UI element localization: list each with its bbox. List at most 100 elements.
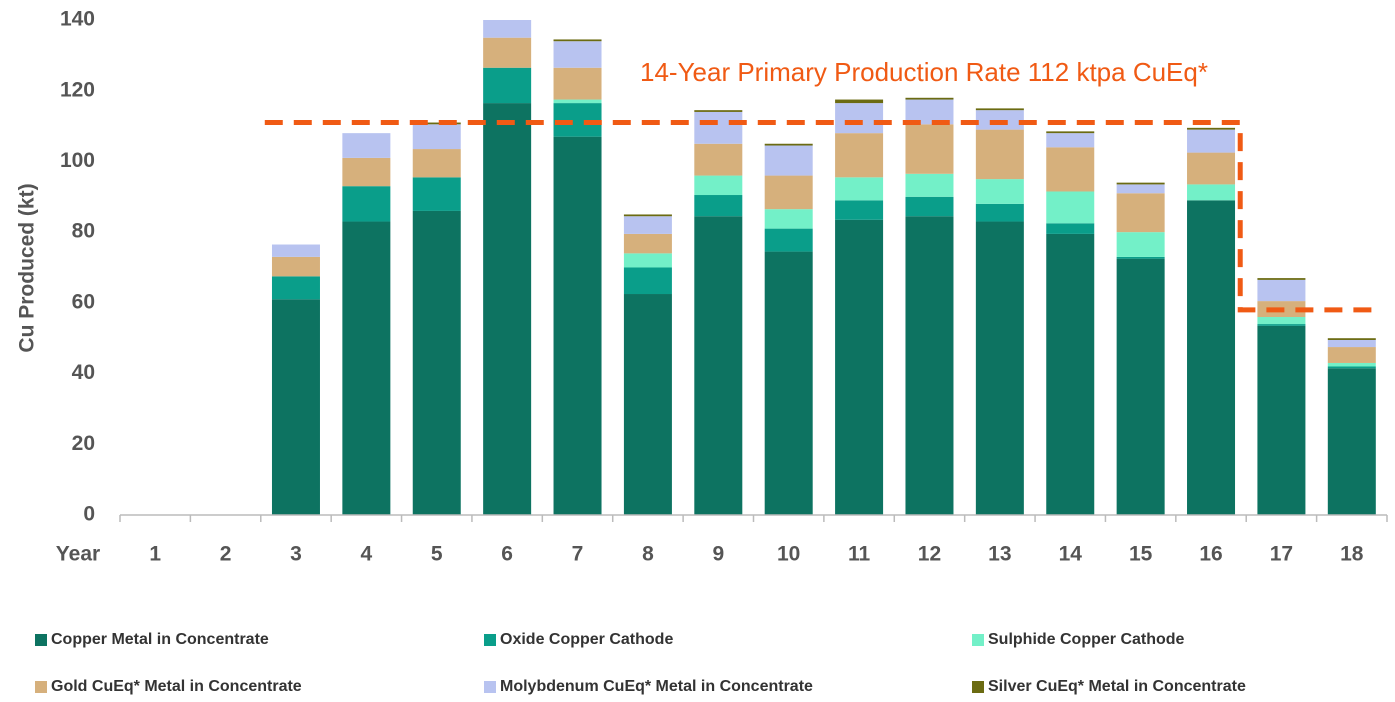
y-tick-label: 140	[60, 8, 95, 31]
bar-segment	[342, 186, 391, 222]
bar-segment	[975, 203, 1024, 222]
bar-segment	[905, 173, 954, 197]
bar-segment	[1327, 339, 1376, 348]
x-tick-label: 8	[642, 543, 654, 566]
x-tick-label: 9	[712, 543, 724, 566]
bar-segment	[623, 214, 672, 217]
bar-segment	[1116, 232, 1165, 257]
bar-segment	[623, 294, 672, 515]
bar-segment	[412, 149, 461, 178]
bar-segment	[835, 99, 884, 104]
legend-swatch	[972, 681, 984, 693]
bar-segment	[835, 103, 884, 134]
y-tick-label: 60	[72, 290, 95, 313]
bar-segment	[271, 299, 320, 515]
bar-segment	[1116, 184, 1165, 194]
bar-segment	[905, 216, 954, 515]
bar-segment	[1116, 182, 1165, 185]
y-tick-label: 20	[72, 432, 95, 455]
bar-segment	[623, 216, 672, 234]
bar-segment	[483, 20, 532, 38]
bar-segment	[553, 103, 602, 137]
x-tick-label: 2	[220, 543, 232, 566]
x-tick-label: 13	[988, 543, 1011, 566]
bar-segment	[1327, 347, 1376, 363]
bar-segment	[1257, 278, 1306, 280]
bar-segment	[553, 39, 602, 42]
bar-segment	[1257, 317, 1306, 325]
y-tick-label: 80	[72, 220, 95, 243]
bar-segment	[1327, 368, 1376, 515]
bar-segment	[1046, 133, 1095, 148]
bar-segment	[553, 99, 602, 104]
bar-segment	[483, 11, 531, 13]
x-tick-label: 16	[1199, 543, 1222, 566]
bar-segment	[483, 37, 532, 68]
bar-segment	[483, 67, 532, 104]
bar-segment	[1046, 147, 1095, 192]
bar-segment	[1046, 223, 1095, 234]
bar-segment	[694, 110, 743, 112]
bar-segment	[483, 103, 532, 515]
bar-segment	[905, 97, 954, 100]
bar-segment	[905, 124, 954, 174]
bar-segment	[412, 210, 461, 515]
x-tick-label: 5	[431, 543, 443, 566]
legend-swatch	[35, 681, 47, 693]
bar-segment	[1187, 152, 1236, 185]
bar-segment	[1327, 362, 1376, 367]
bar-segment	[271, 256, 320, 277]
bar-segment	[764, 175, 813, 210]
bar-segment	[835, 133, 884, 178]
bar-segment	[694, 195, 743, 217]
x-tick-label: 7	[572, 543, 584, 566]
bar-segment	[764, 145, 813, 176]
bar-segment	[1187, 200, 1236, 516]
bar-segment	[764, 228, 813, 252]
bar-segment	[1257, 279, 1306, 302]
bar-segment	[835, 200, 884, 220]
x-tick-label: 17	[1270, 543, 1293, 566]
bar-segment	[1116, 258, 1165, 515]
y-tick-label: 0	[83, 503, 95, 526]
rate-line	[264, 120, 1379, 313]
bar-segment	[1116, 256, 1165, 259]
bar-segment	[342, 133, 391, 158]
bar-segment	[975, 221, 1024, 516]
bar-segment	[412, 177, 461, 211]
bar-segment	[694, 111, 743, 144]
bar-segment	[835, 219, 884, 515]
legend-swatch	[484, 681, 496, 693]
x-tick-label: 1	[149, 543, 161, 566]
x-axis-label: Year	[56, 543, 100, 566]
legend-swatch	[484, 634, 496, 646]
bar-segment	[1187, 184, 1236, 201]
bar-segment	[1046, 131, 1095, 134]
bar-segment	[835, 177, 884, 201]
y-axis-label: Cu Produced (kt)	[16, 183, 39, 352]
legend-label: Oxide Copper Cathode	[500, 631, 673, 648]
bar-segment	[271, 276, 320, 300]
bar-segment	[975, 108, 1024, 111]
bar-segment	[623, 233, 672, 254]
bar-segment	[975, 110, 1024, 130]
bar-segment	[1187, 127, 1236, 130]
bar-segment	[342, 157, 391, 187]
bar-segment	[1116, 193, 1165, 233]
bar-segment	[1327, 338, 1376, 340]
bar-segment	[271, 244, 320, 257]
bar-segment	[764, 143, 813, 146]
bar-segment	[342, 221, 391, 516]
x-tick-label: 3	[290, 543, 302, 566]
x-tick-label: 10	[777, 543, 800, 566]
bar-segment	[412, 122, 461, 125]
x-tick-label: 12	[918, 543, 941, 566]
bar-segment	[1257, 324, 1306, 326]
x-tick-label: 14	[1059, 543, 1083, 566]
legend-label: Silver CuEq* Metal in Concentrate	[988, 678, 1246, 695]
annotation: 14-Year Primary Production Rate 112 ktpa…	[640, 57, 1208, 87]
bar-segment	[694, 143, 743, 176]
x-tick-label: 15	[1129, 543, 1153, 566]
bar-segment	[412, 124, 461, 150]
